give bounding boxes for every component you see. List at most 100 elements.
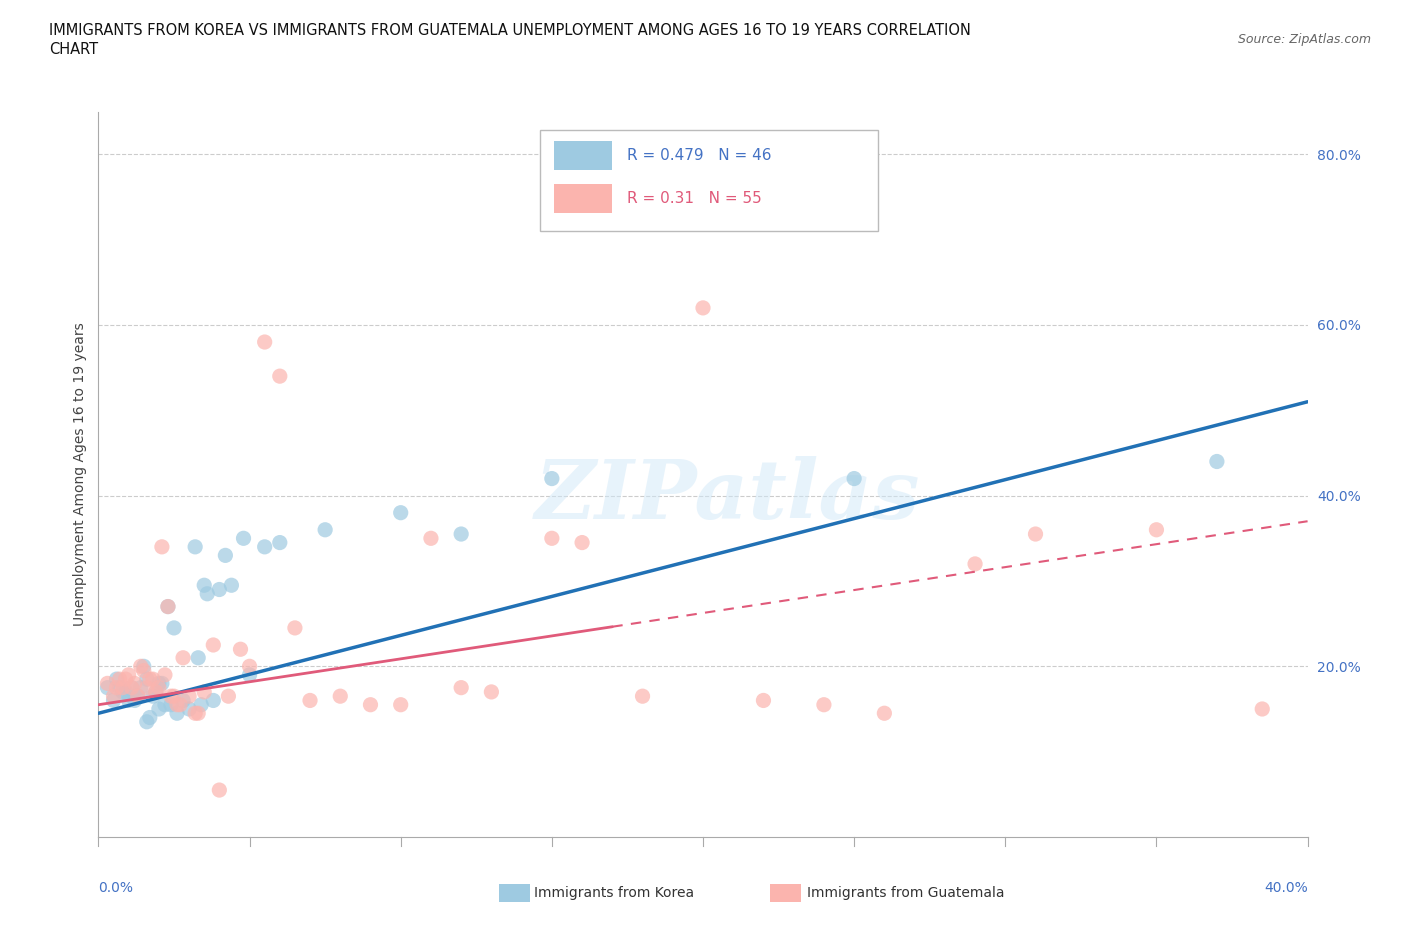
Point bbox=[1144, 523, 1167, 538]
Point bbox=[389, 505, 412, 520]
Point bbox=[187, 706, 209, 721]
Point bbox=[148, 680, 170, 695]
Point bbox=[121, 680, 143, 695]
Point bbox=[1206, 454, 1229, 469]
Point bbox=[166, 698, 188, 712]
Point bbox=[221, 578, 243, 592]
Point bbox=[540, 531, 562, 546]
Point bbox=[96, 680, 118, 695]
Point bbox=[813, 698, 835, 712]
Point bbox=[172, 650, 194, 665]
Text: 0.0%: 0.0% bbox=[98, 881, 134, 895]
Point bbox=[190, 698, 212, 712]
Point bbox=[284, 620, 307, 635]
Point bbox=[156, 599, 179, 614]
Point bbox=[150, 539, 173, 554]
Point bbox=[193, 578, 215, 592]
Point bbox=[752, 693, 775, 708]
Point bbox=[169, 698, 191, 712]
Point bbox=[132, 663, 155, 678]
Point bbox=[124, 693, 146, 708]
Point bbox=[420, 531, 443, 546]
Point bbox=[121, 680, 143, 695]
FancyBboxPatch shape bbox=[540, 130, 879, 232]
Point bbox=[142, 671, 165, 686]
Point bbox=[135, 671, 157, 686]
Point bbox=[135, 714, 157, 729]
Point bbox=[179, 701, 201, 716]
Point bbox=[1251, 701, 1274, 716]
Point bbox=[239, 668, 262, 683]
Point bbox=[965, 556, 987, 571]
Point bbox=[184, 706, 207, 721]
Point bbox=[129, 658, 152, 673]
Point bbox=[148, 676, 170, 691]
Point bbox=[139, 671, 162, 686]
Point bbox=[179, 689, 201, 704]
Point bbox=[193, 684, 215, 699]
Point bbox=[129, 680, 152, 695]
Point bbox=[142, 689, 165, 704]
Point bbox=[239, 658, 262, 673]
Text: CHART: CHART bbox=[49, 42, 98, 57]
Point bbox=[124, 676, 146, 691]
Point bbox=[208, 582, 231, 597]
Point bbox=[202, 638, 225, 653]
Point bbox=[389, 698, 412, 712]
Point bbox=[187, 650, 209, 665]
Point bbox=[195, 586, 218, 601]
Point bbox=[844, 472, 866, 486]
Point bbox=[232, 531, 254, 546]
Point bbox=[160, 698, 183, 712]
Point bbox=[873, 706, 896, 721]
Point bbox=[329, 689, 352, 704]
Point bbox=[208, 783, 231, 798]
Point bbox=[96, 676, 118, 691]
FancyBboxPatch shape bbox=[554, 184, 613, 213]
Point bbox=[118, 693, 141, 708]
Point bbox=[108, 680, 131, 695]
Text: ZIPatlas: ZIPatlas bbox=[534, 456, 920, 536]
Text: IMMIGRANTS FROM KOREA VS IMMIGRANTS FROM GUATEMALA UNEMPLOYMENT AMONG AGES 16 TO: IMMIGRANTS FROM KOREA VS IMMIGRANTS FROM… bbox=[49, 23, 972, 38]
Point bbox=[103, 693, 125, 708]
Point bbox=[450, 680, 472, 695]
Point bbox=[153, 698, 176, 712]
Point bbox=[150, 676, 173, 691]
Point bbox=[145, 684, 167, 699]
Point bbox=[153, 668, 176, 683]
Point bbox=[184, 539, 207, 554]
Point bbox=[132, 658, 155, 673]
Point bbox=[172, 693, 194, 708]
FancyBboxPatch shape bbox=[554, 140, 613, 169]
Point bbox=[269, 535, 291, 550]
Point bbox=[631, 689, 654, 704]
Point bbox=[217, 689, 239, 704]
Point bbox=[360, 698, 382, 712]
Point bbox=[103, 689, 125, 704]
Y-axis label: Unemployment Among Ages 16 to 19 years: Unemployment Among Ages 16 to 19 years bbox=[73, 323, 87, 626]
Point bbox=[481, 684, 503, 699]
Point bbox=[111, 684, 134, 699]
Text: Immigrants from Guatemala: Immigrants from Guatemala bbox=[807, 885, 1004, 900]
Point bbox=[163, 689, 186, 704]
Point bbox=[692, 300, 714, 315]
Text: Source: ZipAtlas.com: Source: ZipAtlas.com bbox=[1237, 33, 1371, 46]
Text: 40.0%: 40.0% bbox=[1264, 881, 1308, 895]
Text: R = 0.31   N = 55: R = 0.31 N = 55 bbox=[627, 192, 762, 206]
Point bbox=[253, 539, 276, 554]
Point bbox=[114, 671, 136, 686]
Point bbox=[127, 689, 149, 704]
Point bbox=[111, 680, 134, 695]
Point bbox=[145, 684, 167, 699]
Point bbox=[148, 701, 170, 716]
Point bbox=[166, 706, 188, 721]
Point bbox=[314, 523, 336, 538]
Point bbox=[269, 368, 291, 383]
Point bbox=[105, 671, 128, 686]
Point bbox=[450, 526, 472, 541]
Point bbox=[114, 684, 136, 699]
Point bbox=[160, 689, 183, 704]
Text: Immigrants from Korea: Immigrants from Korea bbox=[534, 885, 695, 900]
Point bbox=[214, 548, 236, 563]
Point bbox=[299, 693, 322, 708]
